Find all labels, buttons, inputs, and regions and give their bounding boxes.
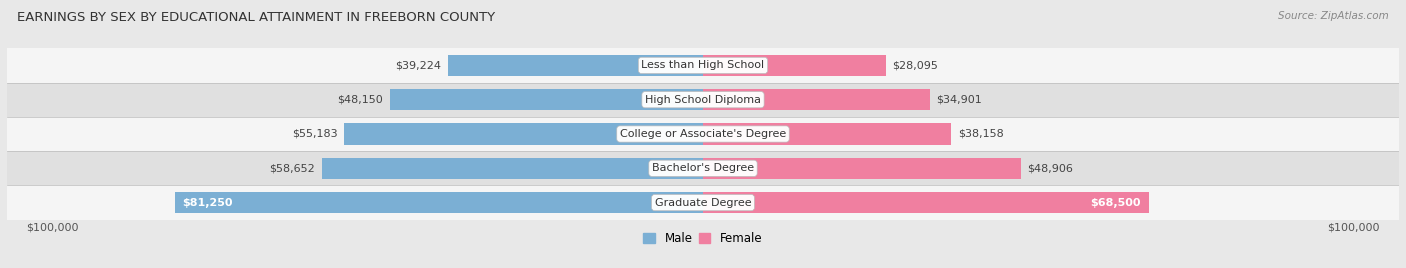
Legend: Male, Female: Male, Female — [644, 232, 762, 245]
Bar — [449, 55, 703, 76]
Text: Less than High School: Less than High School — [641, 60, 765, 70]
Bar — [703, 158, 1021, 179]
Text: $48,150: $48,150 — [337, 95, 384, 105]
Bar — [7, 185, 1399, 220]
Bar — [7, 117, 1399, 151]
Text: College or Associate's Degree: College or Associate's Degree — [620, 129, 786, 139]
Text: Graduate Degree: Graduate Degree — [655, 198, 751, 208]
Text: High School Diploma: High School Diploma — [645, 95, 761, 105]
Bar — [322, 158, 703, 179]
Bar — [344, 123, 703, 145]
Bar — [7, 83, 1399, 117]
Text: EARNINGS BY SEX BY EDUCATIONAL ATTAINMENT IN FREEBORN COUNTY: EARNINGS BY SEX BY EDUCATIONAL ATTAINMEN… — [17, 11, 495, 24]
Text: $58,652: $58,652 — [270, 163, 315, 173]
Bar — [7, 151, 1399, 185]
Text: $81,250: $81,250 — [183, 198, 233, 208]
Text: Bachelor's Degree: Bachelor's Degree — [652, 163, 754, 173]
Bar — [7, 48, 1399, 83]
Text: $68,500: $68,500 — [1090, 198, 1140, 208]
Text: $55,183: $55,183 — [292, 129, 337, 139]
Bar — [703, 55, 886, 76]
Text: $39,224: $39,224 — [395, 60, 441, 70]
Text: $34,901: $34,901 — [936, 95, 983, 105]
Bar — [703, 123, 952, 145]
Bar — [703, 89, 929, 110]
Text: $28,095: $28,095 — [893, 60, 938, 70]
Text: $48,906: $48,906 — [1028, 163, 1074, 173]
Bar — [174, 192, 703, 213]
Text: $38,158: $38,158 — [957, 129, 1004, 139]
Text: Source: ZipAtlas.com: Source: ZipAtlas.com — [1278, 11, 1389, 21]
Bar — [703, 192, 1149, 213]
Bar — [389, 89, 703, 110]
